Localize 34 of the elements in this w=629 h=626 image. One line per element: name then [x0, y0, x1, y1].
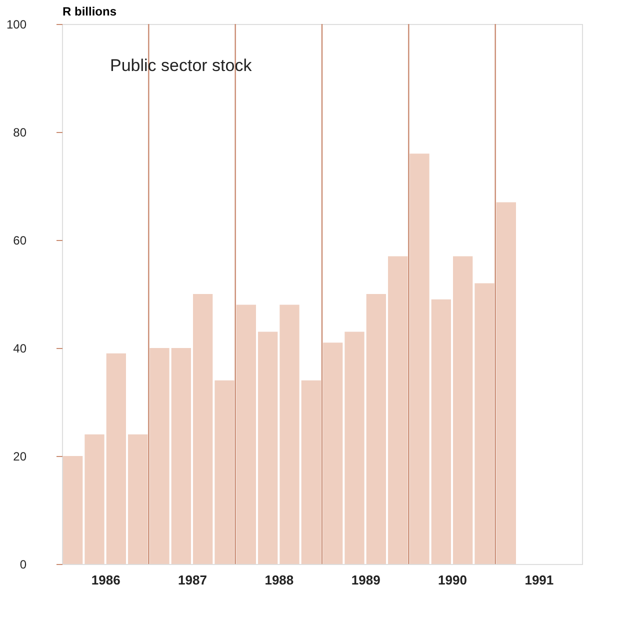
y-tick-label: 40 — [13, 342, 27, 356]
y-tick-label: 20 — [13, 450, 27, 464]
bar — [474, 283, 494, 564]
x-tick-label: 1990 — [438, 572, 467, 588]
x-tick-label: 1991 — [524, 572, 554, 588]
bar — [453, 256, 473, 564]
bar — [63, 456, 83, 564]
bar — [193, 294, 213, 564]
bar — [236, 304, 256, 564]
y-tick-label: 80 — [13, 126, 27, 140]
bar — [280, 304, 300, 564]
bar — [106, 353, 126, 564]
y-tick-label: 100 — [6, 18, 27, 32]
x-tick-label: 1988 — [264, 572, 294, 588]
bar — [301, 380, 321, 564]
x-tick-label: 1987 — [178, 572, 207, 588]
y-axis-title: R billions — [62, 4, 117, 18]
bar — [410, 154, 430, 564]
bar — [388, 256, 408, 564]
bar — [128, 434, 148, 564]
bar — [258, 332, 278, 564]
y-tick-label: 60 — [13, 234, 27, 248]
bar — [344, 332, 364, 564]
bar — [431, 299, 451, 564]
bar — [84, 434, 104, 564]
bar — [366, 294, 386, 564]
y-tick-label: 0 — [20, 558, 27, 572]
bar — [171, 348, 191, 564]
bar — [496, 202, 516, 564]
x-tick-label: 1989 — [351, 572, 380, 588]
bar — [214, 380, 234, 564]
bar — [323, 342, 343, 564]
bar — [150, 348, 170, 564]
x-tick-label: 1986 — [91, 572, 120, 588]
